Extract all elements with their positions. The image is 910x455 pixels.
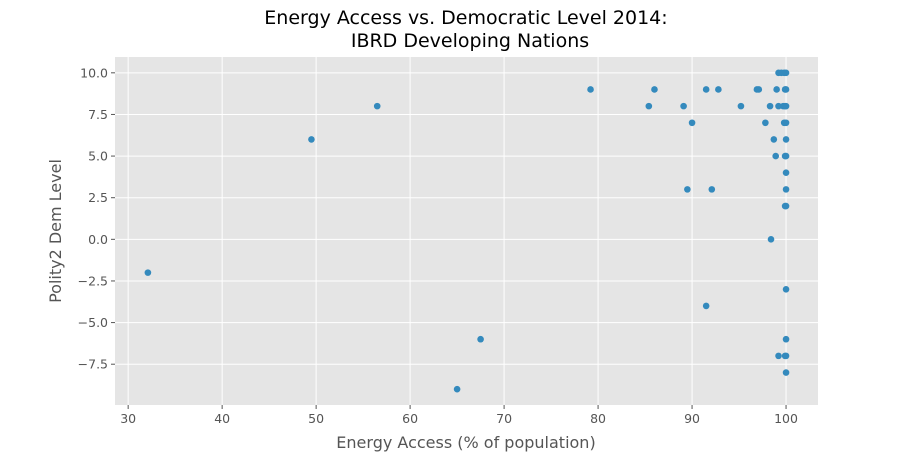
data-point (782, 102, 790, 110)
x-tick-label: 60 (402, 411, 418, 426)
data-point (782, 369, 790, 376)
plot-area (115, 57, 818, 405)
data-point (782, 119, 790, 127)
y-tick-label: −7.5 (78, 357, 108, 372)
data-point (645, 102, 653, 110)
data-point (587, 86, 594, 93)
data-point (684, 186, 691, 193)
y-tick-label: 10.0 (80, 65, 108, 80)
x-tick-label: 80 (590, 411, 606, 426)
y-axis-label: Polity2 Dem Level (46, 159, 65, 303)
data-point (782, 352, 790, 360)
x-tick-label: 30 (120, 411, 136, 426)
data-point (767, 236, 775, 243)
x-tick-label: 100 (774, 411, 798, 426)
data-point (772, 152, 780, 160)
data-point (775, 102, 782, 110)
chart-title-line-1: Energy Access vs. Democratic Level 2014: (264, 7, 667, 29)
data-point (770, 136, 778, 143)
data-point (144, 269, 152, 276)
y-tick-label: 0.0 (88, 232, 108, 247)
data-point (782, 169, 790, 177)
data-point (702, 302, 710, 310)
data-point (737, 102, 745, 110)
data-point (755, 86, 763, 93)
x-tick-label: 70 (496, 411, 512, 426)
y-tick-label: −2.5 (78, 273, 108, 288)
data-point (762, 119, 769, 127)
data-point (308, 136, 315, 143)
data-point (453, 385, 461, 393)
chart-title-line-2: IBRD Developing Nations (351, 30, 589, 52)
data-point (708, 186, 716, 193)
data-point (775, 352, 782, 360)
x-tick-label: 50 (308, 411, 324, 426)
x-axis-label: Energy Access (% of population) (336, 433, 595, 452)
y-tick-label: −5.0 (78, 315, 108, 330)
data-point (782, 186, 790, 193)
data-point (782, 285, 790, 293)
data-point (373, 102, 381, 110)
data-point (651, 86, 658, 93)
data-point (782, 86, 790, 93)
y-tick-label: 7.5 (88, 107, 108, 122)
x-axis-ticks: 30 40 50 60 70 80 90 100 (120, 405, 798, 426)
y-tick-label: 5.0 (88, 149, 108, 164)
y-tick-label: 2.5 (88, 190, 108, 205)
data-point (715, 86, 722, 93)
data-point (766, 102, 774, 110)
data-point (680, 102, 687, 110)
data-point (773, 86, 780, 93)
data-point (782, 152, 790, 160)
data-point (477, 335, 484, 343)
data-point (688, 119, 696, 127)
x-tick-label: 40 (214, 411, 230, 426)
data-points (144, 69, 790, 393)
data-point (782, 69, 790, 77)
data-point (702, 86, 710, 93)
data-point (782, 202, 790, 210)
data-point (782, 335, 790, 343)
grid-lines (115, 57, 818, 405)
x-tick-label: 90 (684, 411, 700, 426)
data-point (782, 136, 790, 143)
y-axis-ticks: −7.5 −5.0 −2.5 0.0 2.5 5.0 7.5 10.0 (78, 65, 115, 372)
